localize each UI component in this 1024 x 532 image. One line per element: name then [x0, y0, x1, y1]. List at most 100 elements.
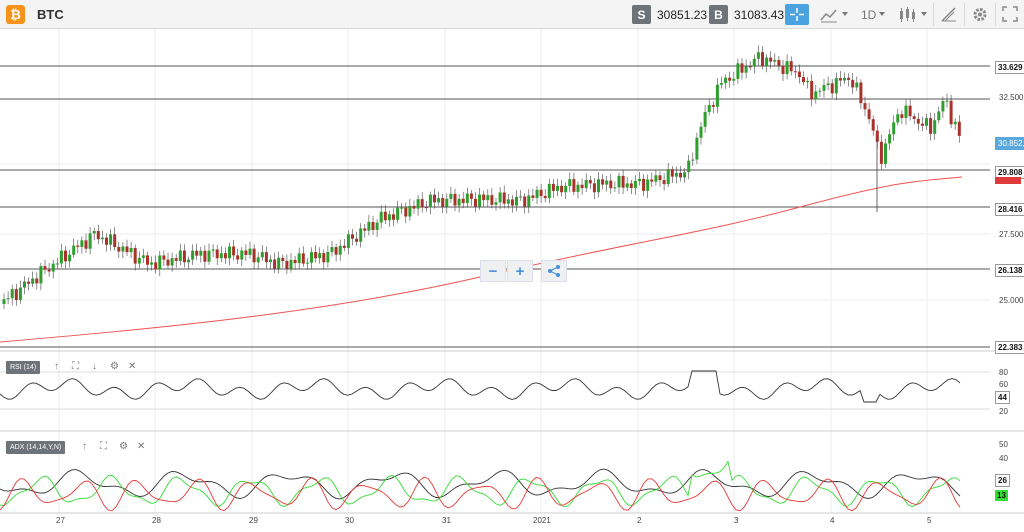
- candle-body: [203, 250, 207, 262]
- candle-body: [621, 175, 625, 188]
- candle-body: [248, 248, 252, 255]
- candle-body: [613, 187, 617, 189]
- zoom-in-button[interactable]: +: [507, 260, 533, 282]
- candle-body: [269, 259, 272, 263]
- candle-body: [851, 79, 855, 88]
- gear-icon[interactable]: [972, 6, 988, 23]
- expand-icon[interactable]: ⛶: [72, 361, 79, 372]
- rsi-value: 44: [995, 391, 1010, 404]
- adx-tick: 40: [999, 454, 1008, 463]
- candle-body: [732, 78, 736, 81]
- candle-body: [847, 77, 851, 80]
- move-up-icon[interactable]: ↑: [54, 361, 59, 372]
- level-label[interactable]: 28.416: [995, 203, 1024, 216]
- candle-body: [724, 77, 728, 84]
- candle-body: [113, 234, 117, 247]
- level-label[interactable]: 26.138: [995, 264, 1024, 277]
- candle-body: [285, 260, 289, 269]
- candle-body: [240, 250, 244, 260]
- expand-icon[interactable]: ⛶: [100, 441, 107, 452]
- candle-body: [305, 262, 309, 264]
- sell-price[interactable]: 30851.23: [657, 8, 708, 22]
- rsi-line: [0, 370, 990, 410]
- candlestick-chevron-down-icon[interactable]: [921, 12, 927, 16]
- share-button[interactable]: [541, 260, 567, 282]
- candle-body: [551, 183, 555, 191]
- adx-main-path: [0, 468, 961, 500]
- level-label-bottom[interactable]: 22.383: [995, 341, 1024, 354]
- sell-button[interactable]: S: [632, 5, 651, 24]
- rsi-tick: 20: [999, 407, 1008, 416]
- candle-body: [371, 221, 375, 230]
- candle-body: [293, 259, 297, 264]
- rsi-indicator-tag[interactable]: RSI (14): [6, 361, 41, 374]
- candle-body: [453, 193, 457, 206]
- candle-body: [515, 196, 518, 206]
- crosshair-button[interactable]: [785, 4, 809, 25]
- candle-body: [334, 247, 338, 255]
- level-label-top[interactable]: 33.629: [995, 61, 1024, 74]
- candle-body: [916, 118, 920, 124]
- candle-body: [10, 289, 14, 299]
- candle-body: [638, 178, 641, 181]
- move-up-icon[interactable]: ↑: [82, 441, 87, 452]
- candle-body: [2, 299, 6, 304]
- chart-style-icon[interactable]: [820, 6, 838, 23]
- buy-button[interactable]: B: [709, 5, 728, 24]
- candle-body: [904, 105, 908, 118]
- candle-body: [445, 198, 449, 207]
- candle-body: [105, 237, 108, 245]
- candle-body: [810, 80, 814, 100]
- time-tick: 4: [830, 516, 835, 525]
- candle-body: [633, 180, 637, 189]
- candle-body: [674, 172, 678, 177]
- candle-body: [941, 101, 945, 112]
- candle-body: [863, 103, 867, 110]
- timeframe-select[interactable]: 1D: [861, 8, 877, 22]
- candle-body: [211, 249, 215, 251]
- indicator-settings-gear-icon[interactable]: ⚙: [110, 361, 119, 372]
- candle-body: [338, 245, 342, 255]
- candle-body: [654, 175, 658, 182]
- candle-body: [666, 169, 670, 185]
- candle-body: [769, 57, 773, 62]
- adx-indicator-tag[interactable]: ADX (14,14,Y,N): [6, 441, 66, 454]
- fullscreen-icon[interactable]: [1002, 6, 1018, 23]
- candle-body: [605, 180, 609, 185]
- candle-body: [785, 61, 789, 75]
- candle-body: [933, 120, 937, 134]
- candle-body: [72, 245, 76, 255]
- candle-body: [523, 196, 527, 207]
- candle-body: [400, 207, 404, 209]
- candle-body: [252, 248, 256, 263]
- drawing-tools-icon[interactable]: [940, 6, 958, 23]
- rsi-path: [0, 370, 961, 403]
- candle-body: [18, 287, 22, 300]
- candle-body: [896, 114, 900, 123]
- candle-body: [412, 205, 416, 209]
- candle-body: [691, 159, 695, 161]
- candle-body: [35, 278, 39, 284]
- candle-body: [162, 255, 166, 260]
- move-down-icon[interactable]: ↓: [92, 361, 97, 372]
- price-chart[interactable]: [0, 29, 1024, 532]
- candlestick-icon[interactable]: [898, 6, 918, 23]
- adx-plus-di-value: 13: [995, 490, 1008, 501]
- candle-body: [84, 240, 88, 249]
- candle-body: [707, 104, 711, 113]
- chart-style-chevron-down-icon[interactable]: [842, 12, 848, 16]
- candle-body: [802, 77, 805, 83]
- candle-body: [908, 105, 912, 117]
- candle-body: [474, 198, 477, 207]
- candle-body: [170, 258, 174, 266]
- timeframe-chevron-down-icon[interactable]: [879, 12, 885, 16]
- indicator-settings-gear-icon[interactable]: ⚙: [119, 441, 128, 452]
- close-indicator-icon[interactable]: ✕: [137, 441, 146, 452]
- zoom-out-button[interactable]: −: [480, 260, 506, 282]
- candle-body: [375, 222, 379, 230]
- symbol-name[interactable]: BTC: [37, 7, 64, 22]
- candle-body: [695, 137, 699, 160]
- buy-price[interactable]: 31083.43: [734, 8, 785, 22]
- close-indicator-icon[interactable]: ✕: [128, 361, 137, 372]
- candle-body: [289, 259, 293, 269]
